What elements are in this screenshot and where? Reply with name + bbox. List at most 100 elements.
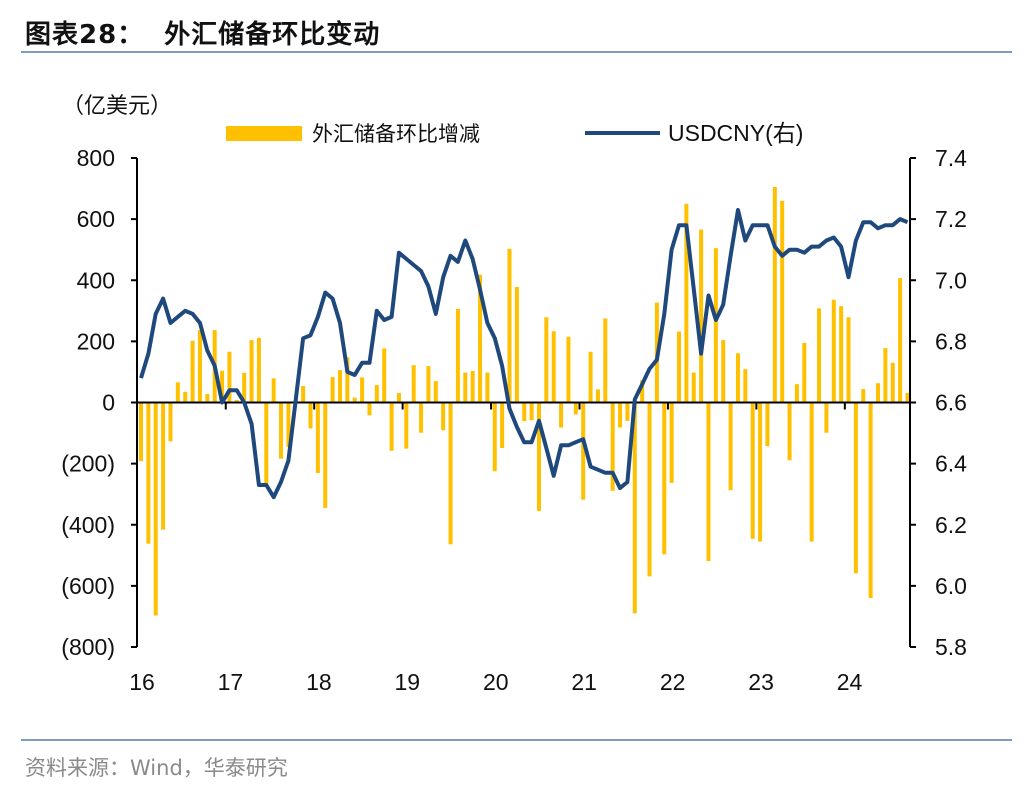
line-series — [139, 208, 909, 500]
bar — [809, 402, 814, 542]
title-divider — [21, 51, 1012, 53]
bar — [478, 274, 483, 403]
bar — [595, 389, 600, 403]
left-tick-label: (200) — [61, 451, 115, 477]
bar — [743, 369, 748, 403]
bar — [161, 402, 166, 530]
bar — [308, 402, 313, 429]
bar — [264, 402, 269, 486]
bar — [374, 385, 379, 403]
bar — [139, 402, 143, 462]
figure-title: 图表28： 外汇储备环比变动 — [25, 20, 381, 50]
bar — [492, 402, 497, 472]
bar — [220, 370, 225, 403]
bar — [301, 385, 306, 403]
bar — [382, 348, 387, 403]
bar — [536, 402, 541, 511]
bar — [544, 317, 549, 403]
right-tick-label: 5.8 — [935, 634, 967, 660]
bar — [765, 402, 770, 447]
bar — [389, 402, 394, 451]
bar — [699, 229, 704, 403]
bar — [271, 378, 276, 403]
bar — [249, 340, 254, 403]
bar — [890, 362, 895, 403]
bar — [153, 402, 158, 616]
bar — [603, 318, 608, 403]
axes — [131, 157, 916, 648]
bar — [190, 340, 195, 403]
bar — [426, 366, 431, 403]
bar — [839, 306, 844, 403]
bar — [485, 372, 490, 403]
right-tick-label: 6.2 — [935, 512, 967, 538]
right-axis-tick-labels: 7.4 7.2 7.0 6.8 6.6 6.4 6.2 6.0 5.8 — [935, 145, 967, 660]
bar — [514, 286, 519, 403]
bar — [868, 402, 873, 599]
legend: 外汇储备环比增减 USDCNY(右) — [226, 120, 803, 146]
bar — [706, 402, 711, 562]
bar — [286, 402, 291, 447]
bar — [640, 380, 645, 403]
bar — [396, 393, 401, 403]
right-tick-label: 6.4 — [935, 451, 967, 477]
bar — [735, 353, 740, 403]
bar — [522, 402, 527, 422]
bar — [794, 384, 799, 403]
bar — [647, 402, 652, 577]
bar — [146, 402, 151, 544]
x-tick-label: 22 — [660, 669, 686, 695]
bar — [197, 330, 202, 403]
bar — [463, 372, 468, 403]
bar — [824, 402, 829, 433]
bar — [713, 248, 718, 403]
bar — [470, 371, 475, 403]
bar — [846, 317, 851, 403]
left-tick-label: 800 — [77, 145, 115, 171]
bar — [861, 389, 866, 403]
x-tick-label: 19 — [395, 669, 421, 695]
bar — [802, 342, 807, 403]
bar — [168, 402, 173, 442]
bar — [360, 377, 365, 403]
left-tick-label: (800) — [61, 634, 115, 660]
left-tick-label: 400 — [77, 267, 115, 293]
bar — [529, 402, 534, 421]
x-tick-label: 20 — [483, 669, 509, 695]
bar — [625, 402, 630, 421]
x-axis-tick-labels: 16 17 18 19 20 21 22 23 24 — [129, 669, 862, 695]
bar — [883, 348, 888, 403]
bar — [337, 370, 342, 403]
bar — [507, 248, 512, 403]
bar — [279, 402, 284, 459]
bar — [315, 402, 320, 474]
legend-label-bar: 外汇储备环比增减 — [312, 122, 480, 146]
left-tick-label: 200 — [77, 328, 115, 354]
bar — [669, 402, 674, 483]
bar — [618, 402, 623, 428]
x-tick-label: 24 — [837, 669, 863, 695]
bar — [898, 278, 903, 403]
right-tick-label: 7.4 — [935, 145, 967, 171]
bar — [551, 331, 556, 403]
left-tick-label: 0 — [102, 390, 115, 416]
bar — [411, 365, 416, 403]
left-axis-unit-label: （亿美元） — [62, 94, 173, 119]
bar — [242, 372, 247, 403]
bar — [566, 336, 571, 403]
bar — [367, 402, 372, 416]
x-tick-label: 21 — [571, 669, 597, 695]
bar — [234, 400, 239, 403]
bar — [905, 393, 910, 403]
bar — [721, 340, 726, 403]
bar — [433, 381, 438, 403]
bar — [441, 402, 446, 431]
bar — [610, 402, 615, 491]
bar — [817, 308, 822, 403]
usdcny-line — [139, 208, 909, 500]
bar — [728, 402, 733, 491]
bar — [588, 351, 593, 403]
bar — [758, 402, 763, 542]
bar — [345, 357, 350, 403]
